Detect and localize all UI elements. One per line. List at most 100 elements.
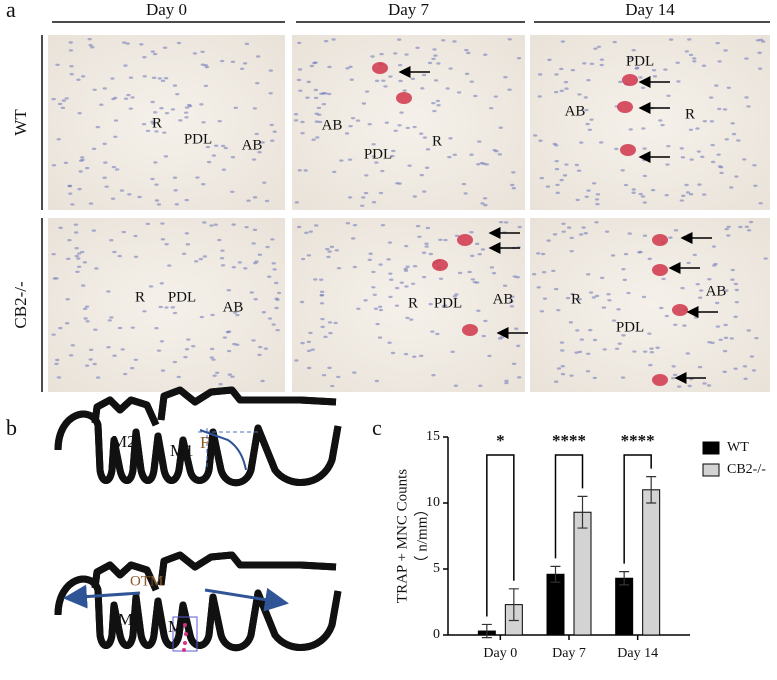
- tissue-label: R: [408, 295, 418, 311]
- nucleus: [680, 156, 686, 159]
- nucleus: [421, 73, 427, 77]
- nucleus: [483, 319, 488, 323]
- nucleus: [417, 235, 422, 238]
- nucleus: [702, 193, 707, 196]
- nucleus: [150, 50, 156, 53]
- nucleus: [419, 354, 424, 358]
- nucleus: [724, 289, 729, 292]
- nucleus: [424, 242, 429, 245]
- nucleus: [511, 362, 517, 366]
- nucleus: [123, 97, 129, 100]
- nucleus: [438, 277, 444, 280]
- nucleus: [682, 324, 687, 327]
- nucleus: [316, 106, 322, 110]
- nucleus: [601, 306, 607, 309]
- nucleus: [160, 238, 166, 241]
- nucleus: [516, 56, 522, 60]
- nucleus: [183, 355, 188, 359]
- nucleus: [76, 78, 81, 81]
- nucleus: [707, 340, 712, 344]
- nucleus: [581, 226, 586, 229]
- nucleus: [443, 238, 448, 242]
- nucleus: [748, 220, 754, 224]
- nucleus: [345, 222, 351, 225]
- nucleus: [220, 264, 226, 267]
- nucleus: [348, 65, 353, 68]
- nucleus: [687, 233, 692, 236]
- nucleus: [163, 77, 169, 80]
- bar: [546, 573, 565, 636]
- nucleus: [306, 254, 312, 257]
- nucleus: [641, 127, 646, 130]
- nucleus: [272, 130, 277, 133]
- nucleus: [261, 311, 267, 314]
- nucleus: [58, 326, 63, 330]
- nucleus: [294, 359, 299, 362]
- significance-bracket: [554, 454, 584, 559]
- nucleus: [313, 224, 319, 227]
- nucleus: [574, 163, 580, 167]
- nucleus: [584, 195, 589, 198]
- nucleus: [738, 225, 743, 229]
- nucleus: [469, 80, 474, 83]
- nucleus: [566, 226, 572, 229]
- nucleus: [364, 174, 369, 177]
- nucleus: [310, 348, 315, 351]
- nucleus: [319, 293, 325, 297]
- nucleus: [348, 124, 353, 128]
- nucleus: [554, 90, 559, 94]
- panel-b: M2 M1 F OTM M2 M1: [58, 386, 338, 652]
- nucleus: [642, 158, 647, 162]
- nucleus: [761, 40, 766, 43]
- nucleus: [368, 252, 373, 255]
- nucleus: [684, 50, 690, 53]
- nucleus: [388, 295, 393, 299]
- significance-label: ****: [621, 431, 655, 450]
- nucleus: [387, 341, 392, 344]
- nucleus: [673, 229, 679, 232]
- row-header: WT: [11, 109, 30, 136]
- nucleus: [388, 272, 393, 275]
- nucleus: [378, 263, 383, 266]
- nucleus: [453, 384, 459, 387]
- nucleus: [213, 144, 219, 147]
- nucleus: [591, 182, 597, 185]
- image-background: [530, 35, 770, 210]
- nucleus: [642, 350, 648, 353]
- nucleus: [319, 290, 325, 294]
- nucleus: [99, 103, 104, 106]
- nucleus: [552, 142, 557, 146]
- nucleus: [184, 116, 189, 119]
- nucleus: [397, 124, 402, 127]
- nucleus: [198, 257, 204, 261]
- nucleus: [74, 254, 80, 258]
- nucleus: [491, 271, 497, 275]
- nucleus: [763, 257, 768, 260]
- nucleus: [113, 96, 118, 100]
- nucleus: [308, 331, 313, 335]
- nucleus: [307, 366, 312, 370]
- nucleus: [334, 249, 340, 252]
- nucleus: [697, 365, 703, 369]
- nucleus: [492, 148, 497, 152]
- nucleus: [620, 376, 626, 379]
- nucleus: [410, 77, 416, 81]
- nucleus: [642, 234, 648, 237]
- nucleus: [469, 231, 474, 234]
- nucleus: [159, 340, 165, 343]
- nucleus: [584, 108, 589, 112]
- nucleus: [79, 156, 85, 159]
- nucleus: [244, 225, 249, 229]
- nucleus: [199, 103, 204, 106]
- nucleus: [109, 239, 114, 242]
- nucleus: [420, 87, 425, 90]
- nucleus: [77, 111, 82, 115]
- nucleus: [466, 51, 471, 55]
- nucleus: [326, 92, 332, 96]
- nucleus: [356, 307, 361, 310]
- nucleus: [487, 354, 492, 358]
- nucleus: [326, 255, 331, 259]
- nucleus: [333, 321, 338, 325]
- nucleus: [483, 53, 488, 56]
- nucleus: [634, 67, 639, 70]
